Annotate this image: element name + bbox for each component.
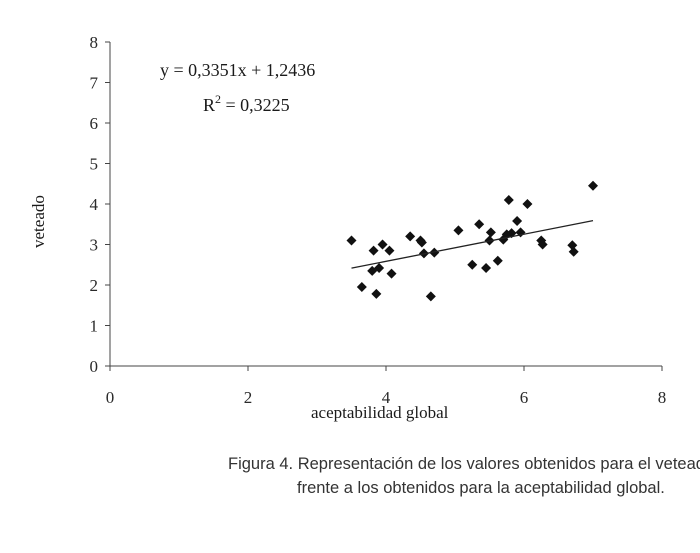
y-tick-label: 6 bbox=[90, 114, 99, 133]
data-point bbox=[416, 237, 427, 248]
data-point bbox=[503, 194, 514, 205]
caption-line-2: frente a los obtenidos para la aceptabil… bbox=[297, 479, 665, 497]
x-tick-label: 6 bbox=[520, 388, 529, 407]
trendline-equation: y = 0,3351x + 1,2436 bbox=[160, 60, 315, 80]
data-point bbox=[567, 240, 578, 251]
data-point bbox=[467, 259, 478, 270]
data-point bbox=[377, 239, 388, 250]
data-point bbox=[405, 231, 416, 242]
data-point bbox=[356, 282, 367, 293]
data-point bbox=[512, 216, 523, 227]
data-point bbox=[368, 245, 379, 256]
x-axis-ticks: 0 2 4 6 8 bbox=[106, 366, 667, 407]
data-point bbox=[485, 227, 496, 238]
data-point bbox=[588, 180, 598, 191]
x-tick-label: 4 bbox=[382, 388, 391, 407]
x-tick-label: 0 bbox=[106, 388, 115, 407]
data-points bbox=[346, 180, 598, 302]
data-point bbox=[474, 219, 485, 230]
data-point bbox=[506, 228, 517, 239]
y-tick-label: 4 bbox=[90, 195, 99, 214]
data-point bbox=[384, 245, 395, 256]
data-point bbox=[371, 288, 382, 299]
x-tick-label: 2 bbox=[244, 388, 253, 407]
x-axis-label: aceptabilidad global bbox=[311, 403, 449, 422]
data-point bbox=[481, 262, 492, 273]
data-point bbox=[568, 246, 579, 257]
trendline bbox=[351, 219, 594, 269]
data-point bbox=[492, 255, 503, 266]
data-point bbox=[429, 247, 440, 258]
y-tick-label: 5 bbox=[90, 155, 99, 174]
y-axis-label: veteado bbox=[29, 195, 48, 248]
caption-line-1: Figura 4. Representación de los valores … bbox=[228, 455, 700, 473]
data-point bbox=[425, 291, 436, 302]
data-point bbox=[386, 268, 397, 279]
data-point bbox=[522, 199, 533, 209]
data-point bbox=[537, 239, 548, 250]
y-tick-label: 0 bbox=[90, 357, 99, 376]
r-squared-label: R2 = 0,3225 bbox=[203, 92, 290, 115]
y-tick-label: 8 bbox=[90, 33, 99, 52]
x-tick-label: 8 bbox=[658, 388, 667, 407]
y-tick-label: 1 bbox=[90, 317, 99, 336]
y-tick-label: 3 bbox=[90, 236, 99, 255]
scatter-chart: 0 1 2 3 4 5 6 7 8 0 2 4 6 8 y = 0,3351x + 1,2436 R2 … bbox=[29, 33, 667, 422]
y-tick-label: 7 bbox=[90, 74, 99, 93]
y-tick-label: 2 bbox=[90, 276, 99, 295]
data-point bbox=[346, 235, 357, 246]
data-point bbox=[453, 225, 464, 236]
data-point bbox=[374, 262, 385, 273]
y-axis-ticks: 0 1 2 3 4 5 6 7 8 bbox=[90, 33, 110, 376]
